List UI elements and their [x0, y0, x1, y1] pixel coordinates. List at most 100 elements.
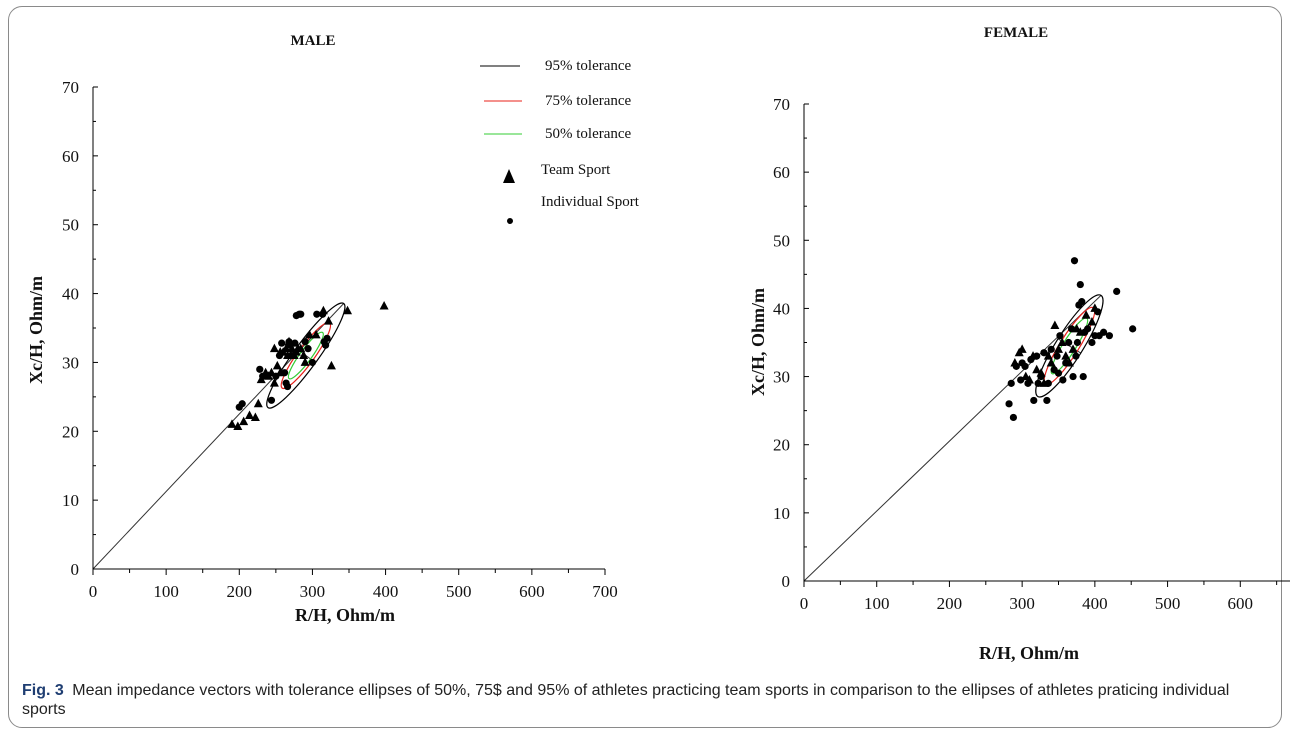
female-individual-sport-point [1079, 372, 1087, 381]
male-x-tick-label: 200 [227, 582, 253, 601]
female-y-tick-label: 10 [773, 504, 790, 523]
female-title: FEMALE [984, 25, 1048, 41]
male-individual-sport-point [291, 339, 299, 347]
male-individual-sport-point [321, 341, 330, 349]
male-individual-sport-point [308, 358, 317, 367]
male-x-tick-label: 300 [300, 582, 326, 601]
female-y-axis-label: Xc/H, Ohm/m [748, 288, 768, 396]
female-x-tick-label: 100 [864, 594, 890, 613]
legend-team-marker [503, 169, 515, 183]
female-x-axis-label: R/H, Ohm/m [979, 643, 1079, 663]
female-individual-sport-point [1033, 352, 1041, 360]
male-individual-sport-point [297, 310, 305, 318]
male-team-sport-point [239, 416, 249, 426]
male-individual-sport-point [313, 310, 321, 318]
female-y-tick-label: 60 [773, 163, 790, 182]
panel-male: MALE 0 100 200 300 400 500 600 700 0 10 20 30 40 50 60… [26, 33, 618, 625]
female-individual-sport-point [1062, 359, 1070, 367]
female-individual-sport-point [1056, 332, 1064, 340]
male-x-tick-label: 600 [519, 582, 545, 601]
female-team-sport-point [1032, 364, 1042, 374]
male-team-sport-point [305, 329, 315, 339]
legend: 95% tolerance 75% tolerance 50% toleranc… [480, 58, 640, 224]
female-individual-sport-point [1040, 349, 1048, 357]
male-team-sport-point [379, 300, 389, 310]
male-y-tick-label: 30 [62, 353, 79, 372]
male-team-sport-point [227, 419, 237, 428]
caption-text: Mean impedance vectors with tolerance el… [22, 682, 1230, 718]
female-individual-sport-point [1129, 325, 1137, 333]
female-individual-sport-point [1030, 396, 1038, 405]
female-x-tick-label: 300 [1009, 594, 1035, 613]
female-individual-sport-point [1113, 287, 1121, 295]
female-individual-sport-point [1043, 396, 1051, 405]
female-team-sport-point [1017, 344, 1027, 353]
male-team-sport-point [311, 329, 321, 339]
female-individual-sport-point [1034, 379, 1042, 387]
figure-caption: Fig. 3 Mean impedance vectors with toler… [22, 681, 1272, 719]
female-individual-sport-point [1070, 257, 1079, 265]
female-individual-sport-point [1024, 379, 1032, 387]
legend-team-label: Team Sport [541, 162, 611, 178]
female-individual-sport-point [1027, 355, 1035, 364]
male-team-sport-point [299, 350, 309, 360]
male-team-sport-point [300, 357, 310, 366]
male-x-tick-label: 400 [373, 582, 399, 601]
male-x-tick-label: 700 [592, 582, 618, 601]
female-individual-sport-point [1037, 372, 1045, 381]
female-x-tick-label: 500 [1155, 594, 1181, 613]
female-team-sport-point [1061, 351, 1071, 360]
female-ellipses [803, 294, 1104, 582]
female-y-tick-label: 30 [773, 368, 790, 387]
legend-individual-marker [507, 218, 513, 224]
male-y-axis-label: Xc/H, Ohm/m [26, 276, 46, 384]
female-individual-sport-point [1054, 369, 1063, 377]
female-individual-sport-point [1069, 372, 1077, 381]
male-y-tick-label: 10 [62, 491, 79, 510]
female-y-tick-label: 0 [782, 572, 791, 591]
female-team-sport-point [1081, 310, 1091, 319]
female-individual-sport-point [1021, 362, 1029, 370]
male-team-sport-point [281, 343, 291, 353]
male-x-axis-label: R/H, Ohm/m [295, 605, 395, 625]
male-team-sport-point [324, 316, 334, 325]
figure-frame [8, 6, 1282, 728]
figure-charts: 95% tolerance 75% tolerance 50% toleranc… [26, 25, 1290, 663]
male-individual-sport-point [281, 369, 289, 377]
male-individual-sport-point [323, 334, 331, 342]
male-individual-sport-point [275, 351, 284, 360]
female-y-tick-label: 20 [773, 436, 790, 455]
panel-female: FEMALE 010020030040050060070001020304050… [748, 25, 1290, 663]
male-team-sport-point [272, 360, 282, 370]
female-individual-sport-point [1044, 379, 1052, 387]
female-individual-sport-point [1088, 338, 1096, 347]
legend-individual-label: Individual Sport [541, 194, 640, 210]
male-y-tick-label: 60 [62, 147, 79, 166]
female-individual-sport-point [1007, 379, 1015, 387]
male-individual-sport-point [319, 310, 327, 318]
female-x-tick-label: 200 [937, 594, 963, 613]
caption-label: Fig. 3 [22, 682, 64, 699]
male-individual-sport-point [278, 339, 286, 347]
female-individual-sport-point [1047, 345, 1055, 353]
female-individual-sport-point [1053, 352, 1061, 360]
female-team-sport-point [1043, 351, 1053, 360]
male-individual-sport-point [267, 396, 276, 404]
female-x-tick-label: 0 [800, 594, 809, 613]
male-team-sport-point [233, 421, 243, 430]
male-y-tick-label: 40 [62, 285, 79, 304]
female-points [1005, 257, 1137, 422]
legend-tol95-label: 95% tolerance [545, 58, 632, 74]
male-axes: 0 100 200 300 400 500 600 700 0 10 20 30 40 50 60 70 [62, 78, 618, 601]
female-team-sport-point [1057, 337, 1067, 346]
male-x-tick-label: 500 [446, 582, 472, 601]
male-individual-sport-point [256, 365, 264, 373]
male-individual-sport-point [238, 400, 246, 408]
male-points [227, 300, 389, 430]
female-y-tick-label: 40 [773, 299, 790, 318]
male-x-tick-label: 0 [89, 582, 98, 601]
female-individual-sport-point [1072, 352, 1080, 360]
male-team-sport-point [326, 360, 336, 370]
male-title: MALE [291, 33, 336, 49]
